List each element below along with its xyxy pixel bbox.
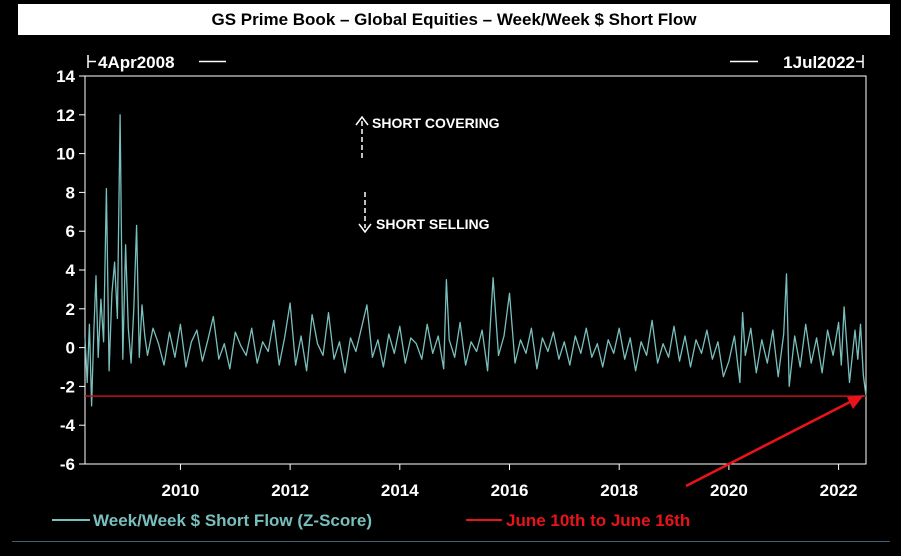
date-start-label: 4Apr2008 [98,53,175,72]
y-tick-label: 4 [66,261,76,280]
annotation-arrow-head [847,395,864,409]
x-tick-label: 2010 [162,481,200,500]
legend-reference-label: June 10th to June 16th [506,511,690,530]
y-tick-label: 12 [56,106,75,125]
up-arrowhead-icon [355,115,369,126]
y-tick-label: -6 [60,455,75,474]
short-selling-annotation: SHORT SELLING [358,192,490,234]
bottom-divider [12,541,890,542]
y-tick-label: 0 [66,339,75,358]
y-tick-label: -4 [60,416,76,435]
down-arrowhead-icon [358,223,372,234]
x-tick-label: 2016 [491,481,529,500]
series-line-short-flow [84,114,867,407]
date-start-bracket: 4Apr2008 [87,53,226,72]
y-axis: 14 12 10 8 6 4 2 0 -2 -4 -6 [56,67,85,474]
y-tick-label: 8 [66,183,75,202]
date-end-label: 1Jul2022 [783,53,855,72]
legend: Week/Week $ Short Flow (Z-Score) June 10… [52,511,690,530]
x-tick-label: 2018 [600,481,638,500]
plot-area-frame [84,75,867,465]
legend-series-label: Week/Week $ Short Flow (Z-Score) [93,511,372,530]
y-tick-label: 14 [56,67,75,86]
short-covering-label: SHORT COVERING [372,115,500,131]
y-tick-label: -2 [60,377,75,396]
x-tick-label: 2022 [820,481,858,500]
y-tick-label: 2 [66,300,75,319]
short-covering-annotation: SHORT COVERING [355,115,500,158]
date-end-bracket: 1Jul2022 [730,53,864,72]
x-axis: 2010 2012 2014 2016 2018 2020 2022 [162,464,858,500]
x-tick-label: 2012 [271,481,309,500]
x-tick-label: 2014 [381,481,419,500]
chart-title: GS Prime Book – Global Equities – Week/W… [18,4,890,35]
y-tick-label: 10 [56,145,75,164]
short-selling-label: SHORT SELLING [376,216,490,232]
y-tick-label: 6 [66,222,75,241]
annotation-arrow-line [685,400,851,488]
x-tick-label: 2020 [710,481,748,500]
